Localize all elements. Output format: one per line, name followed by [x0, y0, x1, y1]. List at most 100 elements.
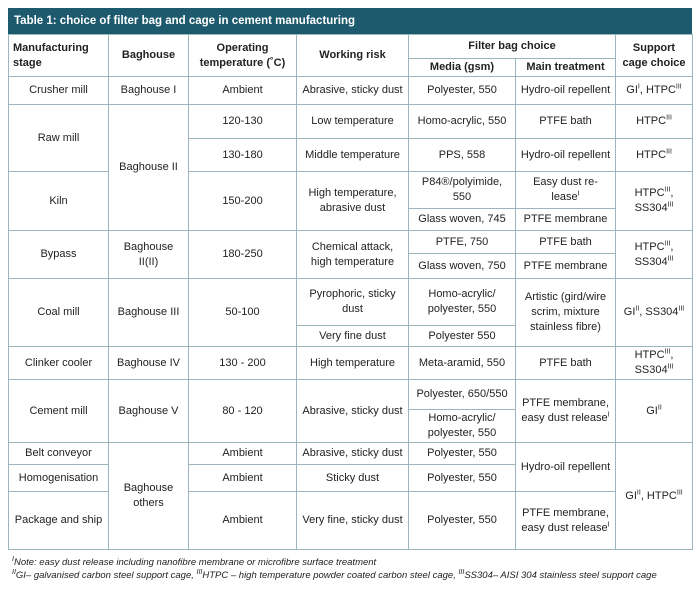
table-cell: Baghouse II(II)	[108, 230, 189, 279]
header-cell: Working risk	[296, 34, 409, 77]
cell-text: GI	[646, 404, 658, 417]
table-cell: PTFE membrane, easy dust releaseI	[514, 379, 617, 443]
table-cell: Crusher mill	[8, 76, 109, 105]
superscript: III	[458, 568, 465, 576]
table-cell: Sticky dust	[296, 464, 409, 492]
table-cell: GIII, SS304III	[615, 278, 694, 347]
table-cell: Baghouse III	[108, 278, 189, 347]
table-cell: Hydro-oil repellent	[514, 138, 617, 172]
table-cell: Pyrophoric, sticky dust	[296, 278, 409, 326]
table-cell: Polyester 550	[408, 325, 516, 347]
table-cell: GII, HTPCIII	[615, 76, 694, 105]
table-cell: Hydro-oil repellent	[514, 442, 617, 492]
table-cell: Low temperature	[296, 104, 409, 139]
table-cell: HTPCIII, SS304III	[615, 230, 694, 279]
superscript: I	[607, 411, 610, 419]
superscript: III	[678, 305, 685, 313]
table-cell: Artistic (gird/wire scrim, mixture stain…	[514, 278, 617, 347]
table-cell: 150-200	[188, 171, 297, 231]
superscript: III	[667, 201, 674, 209]
table-cell: PTFE bath	[514, 104, 617, 139]
superscript: III	[675, 83, 682, 91]
table-cell: Hydro-oil repellent	[514, 76, 617, 105]
cell-text: HTPC	[634, 187, 665, 199]
table-cell: HTPCIII, SS304III	[615, 171, 694, 231]
superscript: III	[666, 114, 672, 122]
footnotes: INote: easy dust release including nanof…	[12, 556, 657, 582]
superscript: I	[607, 520, 610, 528]
superscript: III	[676, 488, 683, 496]
table-cell: High temperature, abrasive dust	[296, 171, 409, 231]
table-container: Table 1: choice of filter bag and cage i…	[8, 8, 694, 550]
superscript: I	[12, 555, 14, 563]
table-cell: Glass woven, 750	[408, 253, 516, 279]
superscript: I	[577, 190, 580, 198]
superscript: III	[667, 363, 674, 371]
superscript: II	[12, 568, 16, 576]
superscript: III	[666, 147, 672, 155]
cell-text: HTPC	[636, 115, 667, 127]
table-cell: Polyester, 650/550	[408, 379, 516, 410]
cell-text: GI	[625, 489, 637, 502]
table-cell: Chemical attack, high temperature	[296, 230, 409, 279]
header-cell: Main treatment	[514, 58, 617, 77]
table-cell: 50-100	[188, 278, 297, 347]
cell-text: , HTPC	[639, 84, 676, 96]
table-cell: Ambient	[188, 76, 297, 105]
table-cell: HTPCIII, SS304III	[615, 346, 694, 380]
superscript: III	[196, 568, 203, 576]
table-cell: Homogenisation	[8, 464, 109, 492]
table-cell: Baghouse I	[108, 76, 189, 105]
footnote-text: Note: easy dust release including nanofi…	[13, 557, 377, 568]
table-cell: PTFE bath	[514, 346, 617, 380]
table-cell: 80 - 120	[188, 379, 297, 443]
footnote-text: HTPC – high temperature powder coated ca…	[202, 570, 459, 581]
cell-text: , HTPC	[640, 489, 677, 502]
table-cell: Ambient	[188, 442, 297, 465]
table-cell: Easy dust re-leaseI	[514, 171, 617, 209]
superscript: III	[667, 254, 674, 262]
table-cell: PTFE membrane, easy dust releaseI	[514, 491, 617, 550]
cell-text: PTFE membrane, easy dust release	[521, 397, 609, 424]
table-cell: Homo-acrylic/ polyester, 550	[408, 409, 516, 443]
table-cell: 180-250	[188, 230, 297, 279]
table-cell: GIII, HTPCIII	[615, 442, 694, 550]
table-cell: P84®/polyimide, 550	[408, 171, 516, 209]
table-cell: Raw mill	[8, 104, 109, 172]
superscript: III	[664, 186, 671, 194]
cell-text: PTFE membrane, easy dust release	[521, 506, 609, 534]
cell-text: GI	[626, 84, 638, 96]
header-cell: Support cage choice	[615, 34, 694, 77]
header-cell: Manufacturing stage	[8, 34, 109, 77]
footnote-text: SS304– AISI 304 stainless steel support …	[464, 570, 657, 581]
table-cell: 130-180	[188, 138, 297, 172]
table-cell: Kiln	[8, 171, 109, 231]
table-cell: Baghouse V	[108, 379, 189, 443]
table-cell: Abrasive, sticky dust	[296, 76, 409, 105]
table-cell: Bypass	[8, 230, 109, 279]
table-cell: Abrasive, sticky dust	[296, 379, 409, 443]
table-cell: Package and ship	[8, 491, 109, 550]
table-cell: Very fine, sticky dust	[296, 491, 409, 550]
table-cell: PPS, 558	[408, 138, 516, 172]
table-cell: Belt conveyor	[8, 442, 109, 465]
table-cell: Middle temperature	[296, 138, 409, 172]
table-cell: High temperature	[296, 346, 409, 380]
table-cell: Baghouse others	[108, 442, 189, 550]
header-cell: Filter bag choice	[407, 34, 617, 59]
footnote-line: INote: easy dust release including nanof…	[12, 556, 657, 569]
table-cell: Baghouse IV	[108, 346, 189, 380]
table-cell: Coal mill	[8, 278, 109, 347]
data-table: Manufacturing stage Baghouse Operating t…	[8, 34, 694, 550]
header-cell: Operating temperature (˚C)	[188, 34, 297, 77]
superscript: I	[637, 83, 640, 91]
footnote-line: IIGI– galvanised carbon steel support ca…	[12, 569, 657, 582]
superscript: II	[657, 403, 662, 411]
table-cell: Homo-acrylic, 550	[408, 104, 516, 139]
table-cell: HTPCIII	[615, 104, 694, 139]
superscript: III	[664, 239, 671, 247]
cell-text: , SS304	[634, 240, 674, 268]
footnote-text: GI– galvanised carbon steel support cage…	[15, 570, 197, 581]
cell-text: HTPC	[634, 349, 665, 361]
